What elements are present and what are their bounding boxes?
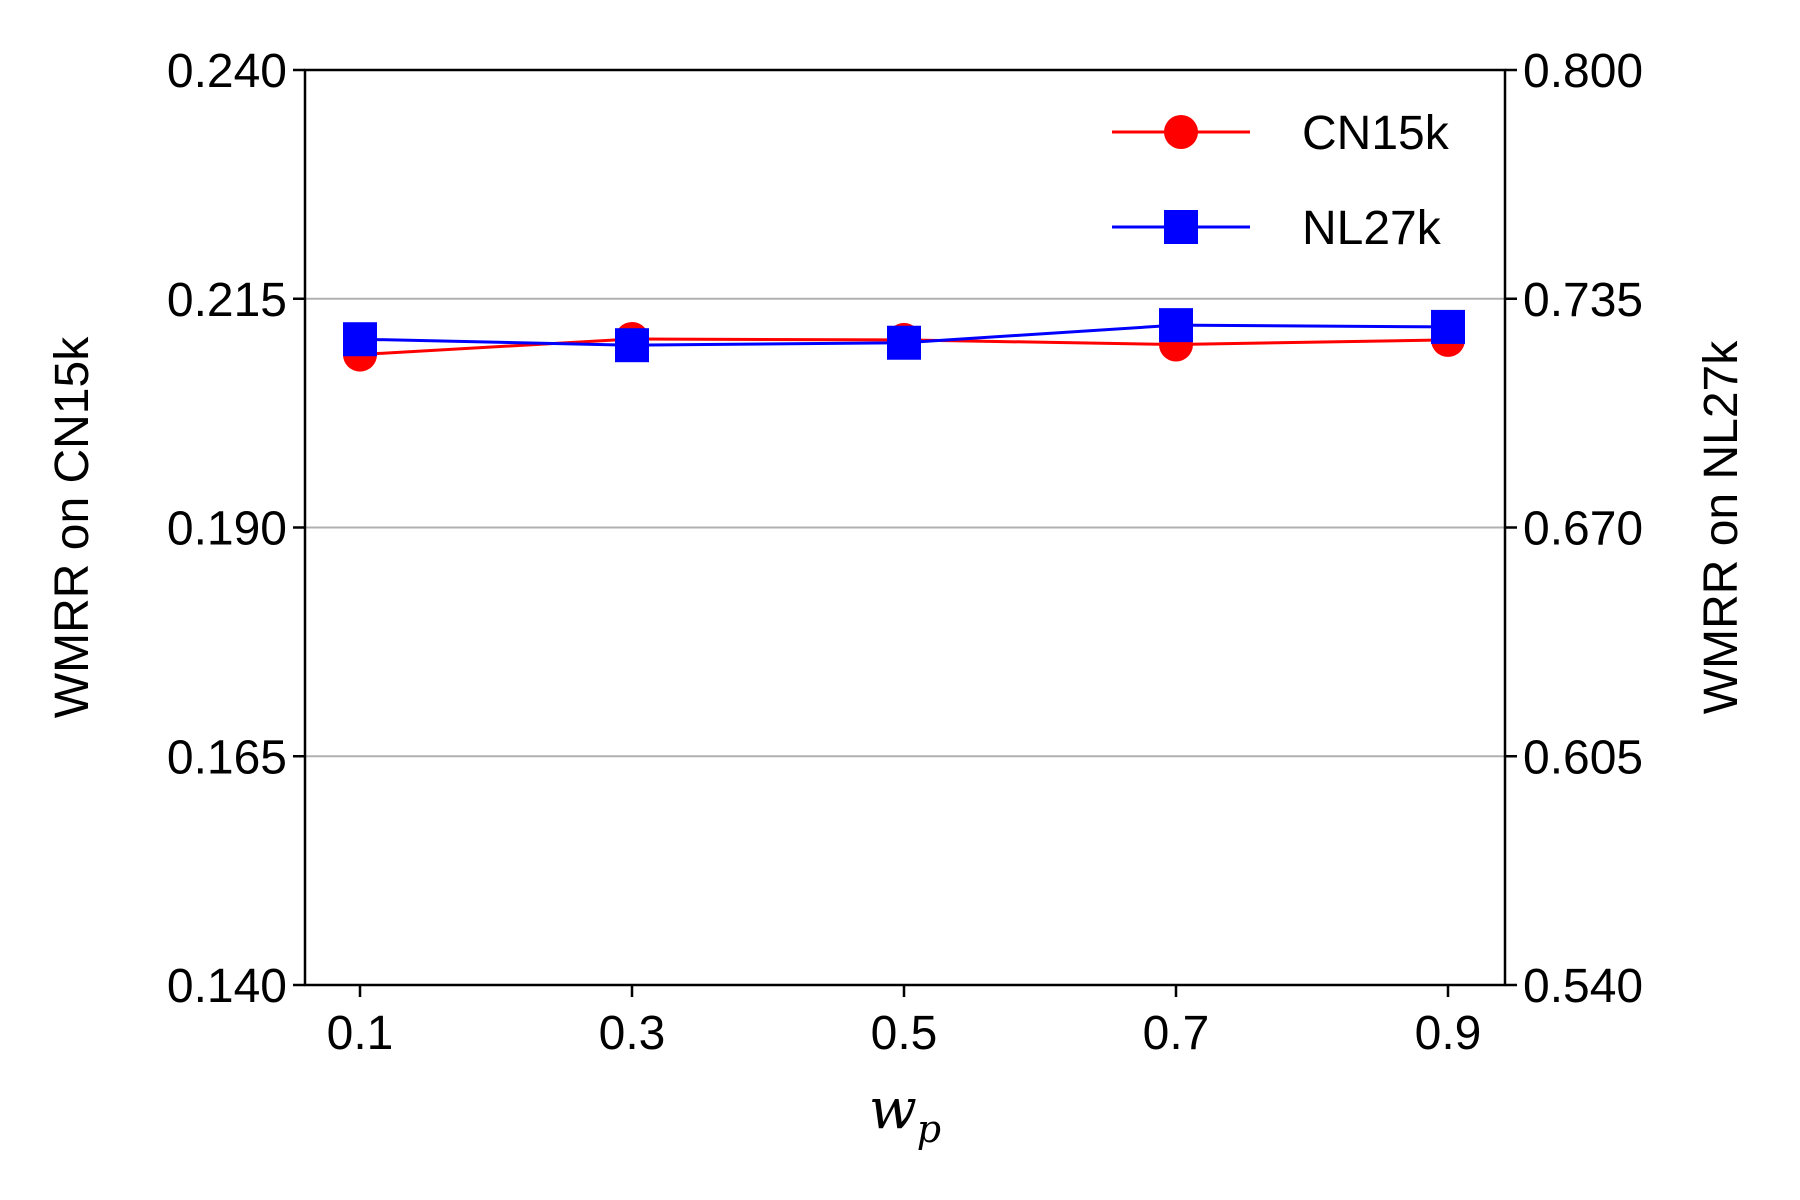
x-tick-label: 0.9 [1415, 1007, 1482, 1060]
x-axis-title: wp [869, 1077, 941, 1151]
series-layer [343, 308, 1465, 372]
right-tick-label: 0.540 [1523, 960, 1643, 1013]
data-point-NL27k [887, 325, 921, 360]
legend-marker-CN15k [1164, 115, 1198, 149]
y-axis-title-right: WMRR on NL27k [1695, 340, 1748, 714]
data-point-NL27k [615, 328, 649, 363]
right-tick-label: 0.605 [1523, 731, 1643, 784]
x-axis: 0.1 0.3 0.5 0.7 0.9 [327, 985, 1482, 1060]
legend-marker-NL27k [1164, 210, 1198, 244]
left-tick-label: 0.240 [167, 45, 287, 98]
right-tick-label: 0.735 [1523, 274, 1643, 327]
grid-lines [305, 297, 1505, 758]
right-tick-label: 0.670 [1523, 503, 1643, 556]
left-axis: 0.140 0.165 0.190 0.215 0.240 [167, 45, 305, 1013]
x-tick-label: 0.3 [599, 1007, 666, 1060]
legend-label-NL27k: NL27k [1302, 202, 1442, 255]
left-tick-label: 0.165 [167, 731, 287, 784]
right-tick-label: 0.800 [1523, 45, 1643, 98]
data-point-NL27k [343, 322, 377, 357]
legend: CN15k NL27k [1112, 107, 1450, 255]
left-tick-label: 0.190 [167, 503, 287, 556]
y-axis-title-left: WMRR on CN15k [46, 336, 99, 718]
data-point-NL27k [1431, 309, 1465, 344]
left-tick-label: 0.215 [167, 274, 287, 327]
x-tick-label: 0.5 [871, 1007, 938, 1060]
x-axis-title-main: w [869, 1077, 917, 1142]
x-tick-label: 0.1 [327, 1007, 394, 1060]
left-tick-label: 0.140 [167, 960, 287, 1013]
x-tick-label: 0.7 [1143, 1007, 1210, 1060]
data-point-NL27k [1159, 308, 1193, 343]
legend-label-CN15k: CN15k [1302, 107, 1450, 160]
x-axis-title-sub: p [917, 1107, 941, 1151]
right-axis: 0.540 0.605 0.670 0.735 0.800 [1505, 45, 1643, 1013]
